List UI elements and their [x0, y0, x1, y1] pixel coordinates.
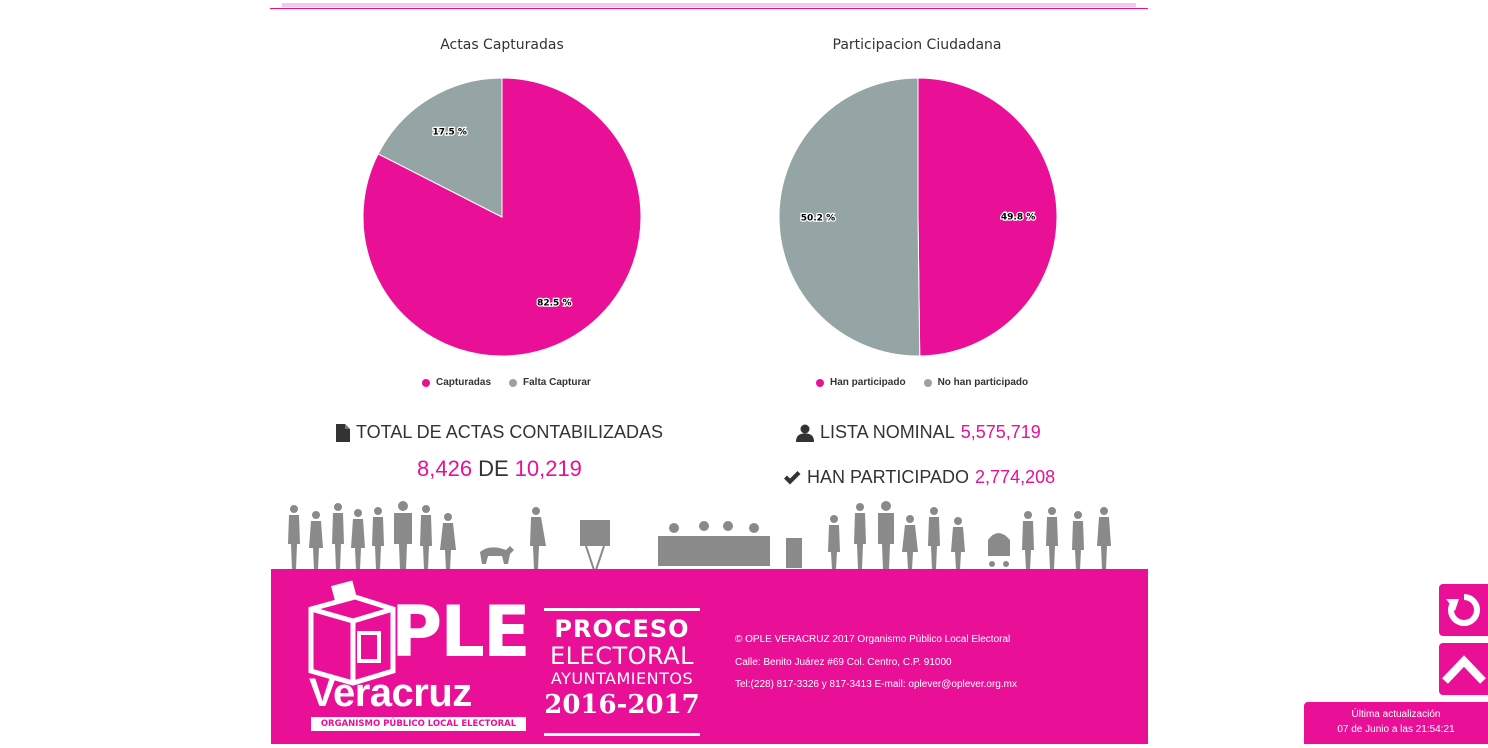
crowd-silhouette-image: [288, 501, 1111, 570]
han-participado-label: HAN PARTICIPADO: [807, 467, 970, 487]
electoral-text: ELECTORAL: [550, 642, 694, 670]
last-update-box: Última actualización 07 de Junio a las 2…: [1304, 702, 1488, 744]
last-update-label: Última actualización: [1351, 709, 1441, 720]
total-actas-label: TOTAL DE ACTAS CONTABILIZADAS: [356, 422, 664, 442]
pie-slice-label: 82.5 %: [537, 298, 571, 308]
pie-slice-label: 17.5 %: [433, 128, 467, 138]
last-update-datetime: 07 de Junio a las 21:54:21: [1337, 724, 1455, 735]
legend-item-no-han-participado[interactable]: No han participado: [923, 377, 1029, 388]
logo-ple-text: PLE: [391, 591, 531, 673]
person-silhouette: [288, 505, 300, 570]
footer-contact[interactable]: Tel:(228) 817-3326 y 817-3413 E-mail: op…: [735, 679, 1017, 690]
han-participado-value: 2,774,208: [975, 467, 1056, 487]
legend-label-han-participado: Han participado: [830, 377, 906, 388]
actas-pie-chart: 82.5 % 17.5 %: [362, 77, 642, 357]
legend-dot-han-participado: [816, 378, 824, 387]
refresh-button[interactable]: [1439, 584, 1488, 636]
participacion-legend[interactable]: Han participado No han participado: [816, 377, 1028, 388]
chevron-up-icon: [1441, 655, 1486, 684]
actas-legend[interactable]: Capturadas Falta Capturar: [422, 377, 591, 388]
years-text: 2016-2017: [544, 690, 700, 720]
han-participado-line: HAN PARTICIPADO 2,774,208: [783, 467, 1055, 488]
check-icon: [784, 470, 801, 484]
legend-item-falta-capturar[interactable]: Falta Capturar: [509, 377, 591, 388]
footer-copyright: © OPLE VERACRUZ 2017 Organismo Público L…: [735, 634, 1011, 645]
participacion-pie-chart: 49.8 % 50.2 %: [778, 77, 1058, 357]
actas-count-line: 8,426 DE 10,219: [417, 456, 582, 482]
legend-label-capturadas: Capturadas: [436, 377, 492, 388]
pie-slice-no-han-participado[interactable]: [778, 77, 921, 357]
proceso-electoral-badge: PROCESO ELECTORAL AYUNTAMIENTOS 2016-201…: [544, 608, 700, 736]
pie-slice-label: 49.8 %: [1001, 212, 1035, 222]
logo-veracruz-text: Veracruz: [309, 671, 472, 715]
footer-address: Calle: Benito Juárez #69 Col. Centro, C.…: [735, 656, 952, 668]
legend-item-han-participado[interactable]: Han participado: [816, 377, 906, 388]
de-word: DE: [478, 456, 509, 481]
user-icon: [796, 424, 814, 442]
legend-label-no-han-participado: No han participado: [937, 377, 1029, 388]
lista-nominal-value: 5,575,719: [960, 422, 1041, 442]
lista-nominal-line: LISTA NOMINAL 5,575,719: [796, 422, 1041, 443]
legend-dot-no-han-participado: [923, 378, 932, 387]
logo-org-text: ORGANISMO PÚBLICO LOCAL ELECTORAL: [311, 717, 526, 731]
total-actas-heading: TOTAL DE ACTAS CONTABILIZADAS: [336, 422, 663, 443]
footer-contact-info: © OPLE VERACRUZ 2017 Organismo Público L…: [735, 629, 1017, 697]
ayuntamientos-text: AYUNTAMIENTOS: [550, 669, 694, 688]
legend-dot-capturadas: [422, 378, 430, 387]
actas-chart-title: Actas Capturadas: [440, 37, 564, 53]
pie-slice-han-participado[interactable]: [917, 77, 1058, 357]
pie-slice-label: 50.2 %: [801, 214, 835, 224]
refresh-icon: [1445, 594, 1480, 626]
legend-item-capturadas[interactable]: Capturadas: [422, 377, 491, 388]
top-divider: [270, 0, 1148, 10]
actas-total: 10,219: [514, 456, 582, 481]
scroll-top-button[interactable]: [1439, 643, 1488, 695]
legend-label-falta-capturar: Falta Capturar: [523, 377, 591, 388]
lista-nominal-label: LISTA NOMINAL: [820, 422, 955, 442]
ballot-box-logo-icon: [308, 580, 396, 686]
participacion-chart-title: Participacion Ciudadana: [832, 37, 1002, 53]
actas-count: 8,426: [417, 456, 473, 481]
legend-dot-falta-capturar: [509, 378, 518, 387]
proceso-text: PROCESO: [554, 615, 690, 643]
pie-slice-falta-capturar[interactable]: [377, 77, 503, 218]
document-icon: [336, 423, 350, 442]
site-footer: PLE Veracruz ORGANISMO PÚBLICO LOCAL ELE…: [271, 569, 1148, 744]
